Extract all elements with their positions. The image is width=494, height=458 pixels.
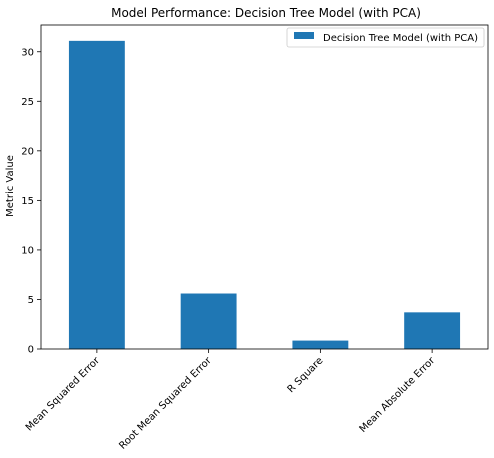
y-tick-label: 20 xyxy=(21,146,34,157)
y-tick-label: 5 xyxy=(28,295,34,306)
bar-r-square xyxy=(292,340,349,349)
bar-root-mean-squared-error xyxy=(180,293,237,349)
x-tick-label: Mean Absolute Error xyxy=(358,355,438,435)
y-tick-label: 10 xyxy=(21,245,34,256)
bar-mean-squared-error xyxy=(68,40,125,349)
legend: Decision Tree Model (with PCA) xyxy=(286,27,485,48)
chart-title: Model Performance: Decision Tree Model (… xyxy=(111,6,421,20)
bar-mean-absolute-error xyxy=(404,312,461,349)
y-axis-ticks: 0 5 10 15 20 25 30 xyxy=(21,47,41,356)
x-tick-label: R Square xyxy=(286,355,326,395)
x-axis-ticks: Mean Squared Error Root Mean Squared Erro… xyxy=(24,349,438,452)
y-axis-label: Metric Value xyxy=(5,155,16,217)
y-tick-label: 25 xyxy=(21,97,34,108)
legend-label: Decision Tree Model (with PCA) xyxy=(323,33,478,44)
y-tick-label: 30 xyxy=(21,47,34,58)
y-tick-label: 0 xyxy=(28,345,34,356)
bar-group xyxy=(68,40,461,349)
legend-box xyxy=(286,27,485,48)
y-tick-label: 15 xyxy=(21,196,34,207)
legend-swatch xyxy=(294,32,314,39)
x-tick-label: Mean Squared Error xyxy=(24,355,103,434)
plot-frame xyxy=(40,24,489,350)
x-tick-label: Root Mean Squared Error xyxy=(117,355,214,452)
